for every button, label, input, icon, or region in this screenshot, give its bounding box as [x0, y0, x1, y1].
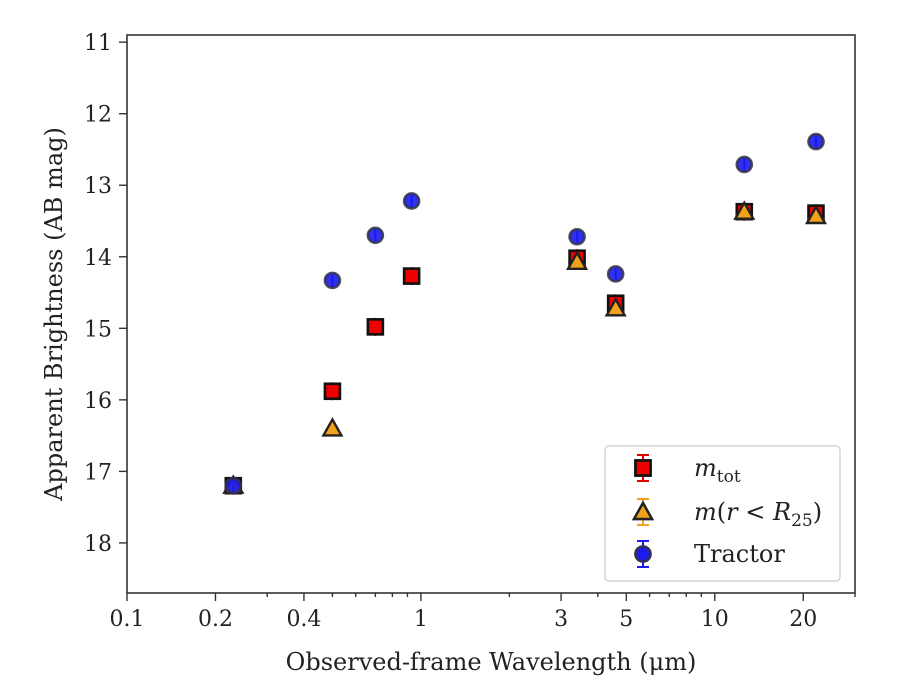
circle-point [402, 192, 421, 210]
circle-point [606, 265, 625, 283]
x-tick-label: 10 [701, 607, 729, 632]
x-axis-label: Observed-frame Wavelength (μm) [286, 648, 697, 676]
triangle-marker [733, 200, 756, 220]
x-tick-label: 1 [414, 607, 428, 632]
legend-label: mtot [694, 454, 741, 487]
triangle-marker [631, 500, 655, 521]
legend-frame [604, 445, 841, 582]
square-marker [634, 459, 652, 477]
circle-point [366, 226, 385, 245]
y-tick-label: 18 [84, 532, 112, 557]
y-tick-label: 15 [84, 317, 112, 342]
square-marker [323, 382, 342, 401]
x-tick-label: 5 [619, 607, 633, 632]
x-tick-label: 3 [554, 607, 568, 632]
circle-point [323, 271, 342, 290]
legend-label: m(r < R25) [694, 498, 822, 531]
y-tick-label: 14 [84, 246, 112, 271]
triangle-point [604, 296, 627, 317]
plot-frame [126, 34, 856, 594]
y-tick-label: 13 [84, 174, 112, 199]
marks-layer [222, 132, 828, 495]
legend-items: mtot m(r < R25) Tractor [631, 454, 822, 568]
square-point [402, 267, 421, 286]
legend-marker-front [631, 500, 655, 521]
legend-marker-front [634, 459, 652, 477]
triangle-marker [804, 204, 828, 225]
series-triangle [222, 200, 828, 494]
circle-point [735, 155, 754, 174]
circle-point [224, 476, 243, 495]
y-tick-label: 11 [84, 31, 112, 56]
x-tick-label: 0.4 [286, 607, 321, 632]
legend-marker-front [634, 545, 652, 563]
legend: mtot m(r < R25) Tractor [604, 445, 841, 582]
triangle-point [566, 250, 589, 270]
x-tick-label: 20 [789, 607, 817, 632]
series-circle [224, 132, 825, 495]
triangle-point [804, 204, 828, 225]
square-marker [402, 267, 421, 285]
legend-label: Tractor [694, 540, 785, 568]
x-tick-label: 0.2 [198, 607, 233, 632]
y-tick-label: 16 [84, 389, 112, 414]
y-axis-label: Apparent Brightness (AB mag) [40, 127, 68, 502]
circle-point [568, 227, 586, 246]
triangle-point [321, 417, 344, 437]
triangle-marker [604, 296, 627, 317]
y-tick-label: 17 [84, 460, 112, 485]
circle-point [807, 132, 825, 151]
triangle-marker [566, 250, 589, 270]
y-tick-label: 12 [84, 103, 112, 128]
triangle-marker [321, 417, 344, 437]
triangle-point [733, 200, 756, 220]
square-point [366, 317, 385, 336]
square-marker [366, 318, 385, 336]
x-tick-label: 0.1 [110, 607, 145, 632]
square-point [323, 382, 342, 401]
